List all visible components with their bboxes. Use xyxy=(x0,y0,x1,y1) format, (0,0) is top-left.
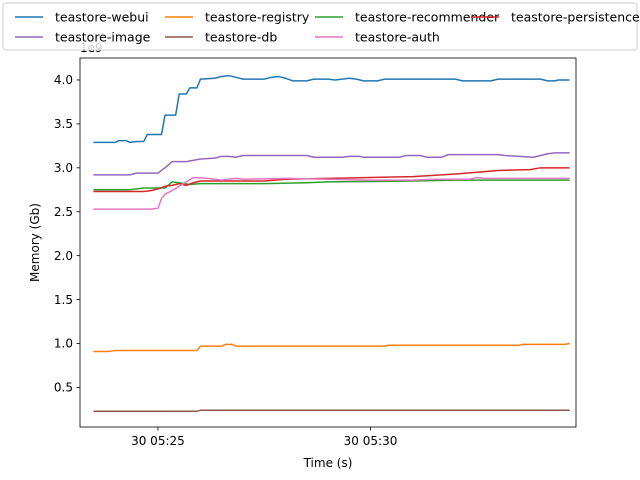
y-tick-label: 1.0 xyxy=(54,337,73,351)
series-line-teastore-registry xyxy=(93,342,570,353)
series-line-teastore-db xyxy=(93,409,570,412)
legend-entry-label: teastore-db xyxy=(205,30,277,45)
legend-entry-label: teastore-recommender xyxy=(355,10,500,25)
plot-area xyxy=(80,58,576,427)
y-tick-label: 3.5 xyxy=(54,117,73,131)
y-tick-label: 0.5 xyxy=(54,381,73,395)
y-axis-label: Memory (Gb) xyxy=(28,203,42,282)
legend: teastore-webui teastore-registry teastore-… xyxy=(2,2,640,51)
series-line-teastore-webui xyxy=(93,74,570,144)
x-tick-label: 30 05:30 xyxy=(344,434,398,448)
y-tick-label: 3.0 xyxy=(54,161,73,175)
legend-entry-label: teastore-registry xyxy=(205,10,310,25)
legend-entry-label: teastore-persistence xyxy=(511,10,640,25)
axes xyxy=(79,57,577,428)
series-line-teastore-image xyxy=(93,152,570,176)
legend-entry-label: teastore-auth xyxy=(355,30,440,45)
legend-frame xyxy=(2,2,638,51)
y-tick-label: 4.0 xyxy=(54,73,73,87)
y-tick-label: 1.5 xyxy=(54,293,73,307)
x-tick-label: 30 05:25 xyxy=(131,434,185,448)
plot-frame xyxy=(79,57,577,428)
series-line-teastore-auth xyxy=(93,176,570,210)
x-axis-ticks: 30 05:25 30 05:30 xyxy=(131,427,397,448)
legend-entry-label: teastore-image xyxy=(55,30,151,45)
series-line-teastore-persistence xyxy=(93,167,570,193)
y-axis-ticks: 0.5 1.0 1.5 2.0 2.5 3.0 3.5 4.0 xyxy=(54,73,80,395)
y-tick-label: 2.0 xyxy=(54,249,73,263)
y-tick-label: 2.5 xyxy=(54,205,73,219)
legend-entry-label: teastore-webui xyxy=(55,10,149,25)
series-lines xyxy=(93,74,570,412)
x-axis-label: Time (s) xyxy=(303,456,353,470)
